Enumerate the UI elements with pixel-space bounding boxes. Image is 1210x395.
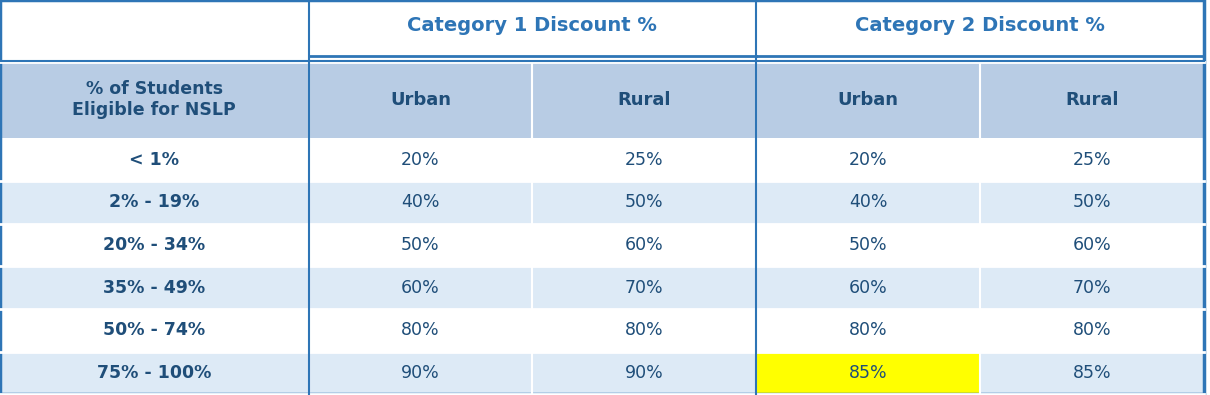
Text: 40%: 40% xyxy=(849,193,887,211)
Text: 25%: 25% xyxy=(1073,150,1111,169)
Bar xyxy=(0,181,1204,224)
Text: 25%: 25% xyxy=(626,150,663,169)
Bar xyxy=(756,352,980,394)
Text: 60%: 60% xyxy=(1072,236,1112,254)
Text: 60%: 60% xyxy=(848,278,888,297)
Text: 20%: 20% xyxy=(402,150,439,169)
Text: 50%: 50% xyxy=(402,236,439,254)
Text: 80%: 80% xyxy=(402,321,439,339)
Text: 85%: 85% xyxy=(1073,364,1111,382)
Bar xyxy=(0,352,1204,394)
Text: 75% - 100%: 75% - 100% xyxy=(97,364,212,382)
Text: 50% - 74%: 50% - 74% xyxy=(103,321,206,339)
Text: 85%: 85% xyxy=(849,364,887,382)
Text: 90%: 90% xyxy=(624,364,664,382)
Bar xyxy=(0,0,309,61)
Text: Category 2 Discount %: Category 2 Discount % xyxy=(855,16,1105,35)
Text: 40%: 40% xyxy=(402,193,439,211)
Bar xyxy=(756,0,1204,61)
Bar xyxy=(0,224,1204,266)
Bar xyxy=(0,61,1204,138)
Text: 60%: 60% xyxy=(624,236,664,254)
Text: Category 1 Discount %: Category 1 Discount % xyxy=(408,16,657,35)
Text: Urban: Urban xyxy=(837,91,899,109)
Text: 70%: 70% xyxy=(626,278,663,297)
Text: 2% - 19%: 2% - 19% xyxy=(109,193,200,211)
Bar xyxy=(0,266,1204,309)
Text: 50%: 50% xyxy=(1073,193,1111,211)
Text: Rural: Rural xyxy=(617,91,672,109)
Text: % of Students
Eligible for NSLP: % of Students Eligible for NSLP xyxy=(73,80,236,119)
Text: < 1%: < 1% xyxy=(129,150,179,169)
Text: 80%: 80% xyxy=(849,321,887,339)
Text: 80%: 80% xyxy=(1073,321,1111,339)
Bar xyxy=(0,138,1204,181)
Text: 50%: 50% xyxy=(626,193,663,211)
Text: 90%: 90% xyxy=(401,364,440,382)
Text: Rural: Rural xyxy=(1065,91,1119,109)
Text: 70%: 70% xyxy=(1073,278,1111,297)
Text: Urban: Urban xyxy=(390,91,451,109)
Text: 20% - 34%: 20% - 34% xyxy=(103,236,206,254)
Bar xyxy=(309,0,756,61)
Text: 60%: 60% xyxy=(401,278,440,297)
Text: 80%: 80% xyxy=(626,321,663,339)
Text: 20%: 20% xyxy=(849,150,887,169)
Text: 35% - 49%: 35% - 49% xyxy=(103,278,206,297)
Bar xyxy=(0,309,1204,352)
Text: 50%: 50% xyxy=(849,236,887,254)
